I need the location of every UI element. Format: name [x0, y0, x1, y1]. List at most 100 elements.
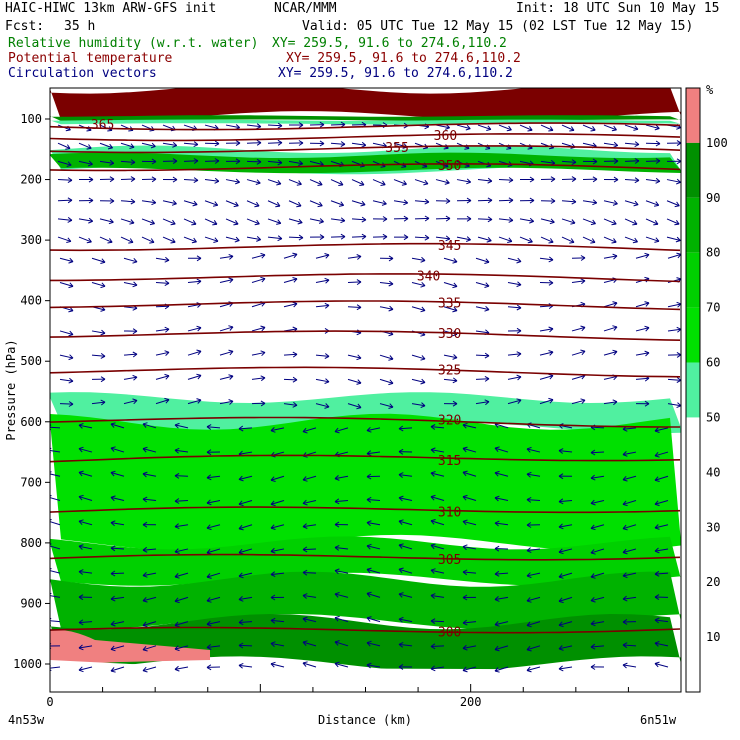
vector-arrow — [120, 142, 135, 149]
vector-arrow — [225, 200, 239, 208]
y-tick-label: 1000 — [13, 657, 42, 671]
vector-arrow — [347, 403, 362, 410]
vector-arrow — [393, 234, 409, 241]
vector-arrow — [78, 544, 93, 550]
vector-arrow — [59, 257, 74, 264]
vector-arrow — [666, 158, 681, 165]
vector-arrow — [398, 425, 413, 432]
vector-arrow — [347, 279, 362, 286]
vector-arrow — [494, 645, 509, 652]
vector-arrow — [50, 495, 61, 501]
vector-arrow — [398, 663, 413, 670]
vector-arrow — [204, 200, 219, 207]
vector-arrow — [50, 592, 61, 599]
vector-arrow — [526, 621, 541, 628]
vector-arrow — [302, 427, 317, 434]
vector-arrow — [78, 569, 93, 575]
vector-arrow — [622, 548, 637, 555]
forecast-hours: 35 h — [64, 19, 95, 34]
field-vector-name: Circulation vectors — [8, 66, 157, 81]
vector-arrow — [635, 252, 650, 259]
vector-arrow — [590, 596, 605, 603]
vector-arrow — [624, 236, 638, 244]
vector-arrow — [507, 398, 522, 405]
vector-arrow — [174, 523, 189, 530]
vector-arrow — [366, 591, 381, 598]
vector-arrow — [204, 177, 220, 184]
vector-arrow — [645, 140, 661, 147]
vector-arrow — [142, 496, 157, 503]
vector-arrow — [475, 352, 490, 359]
vector-arrow — [283, 301, 298, 308]
vector-arrow — [246, 218, 260, 226]
vector-arrow — [435, 235, 451, 242]
vector-arrow — [123, 328, 138, 335]
y-tick-label: 700 — [20, 475, 42, 489]
vector-arrow — [59, 282, 74, 289]
vector-arrow — [561, 176, 577, 183]
vector-arrow — [204, 158, 220, 164]
vector-arrow — [162, 176, 178, 183]
vector-arrow — [539, 326, 554, 333]
colorbar-tick-label: 100 — [706, 136, 728, 150]
vector-arrow — [519, 236, 533, 244]
vector-arrow — [330, 233, 346, 240]
vector-arrow — [78, 644, 93, 651]
vector-arrow — [251, 252, 266, 259]
theta-label: 325 — [438, 363, 461, 378]
vector-arrow — [590, 620, 605, 627]
vector-arrow — [398, 641, 413, 648]
vector-arrow — [267, 235, 283, 242]
vector-arrow — [110, 520, 125, 527]
colorbar-tick-label: 10 — [706, 630, 720, 644]
vector-arrow — [462, 619, 477, 626]
vector-arrow — [267, 179, 282, 186]
plot-area: 365 360 355 350 345 340 335 330 325 320 315 310 305 3… — [49, 87, 682, 693]
vector-arrow — [110, 620, 125, 627]
vector-arrow — [366, 426, 381, 433]
vector-arrow — [288, 234, 304, 241]
vector-arrow — [99, 198, 115, 204]
theta-label: 300 — [438, 626, 461, 641]
vector-arrow — [59, 330, 74, 337]
vector-arrow — [462, 494, 477, 501]
vector-arrow — [309, 218, 324, 224]
vector-arrow — [302, 569, 317, 576]
vector-arrow — [187, 325, 202, 332]
vector-arrow — [57, 142, 71, 150]
theta-isoline — [50, 133, 681, 142]
vector-arrow — [57, 177, 73, 184]
vector-arrow — [430, 543, 445, 550]
vector-arrow — [187, 349, 202, 356]
vector-arrow — [443, 377, 458, 384]
vector-arrow — [315, 277, 330, 284]
colorbar-tick-label: 20 — [706, 575, 720, 589]
vector-arrow — [582, 236, 596, 244]
vector-arrow — [315, 302, 330, 309]
theta-label: 345 — [438, 239, 461, 254]
vector-arrow — [334, 640, 349, 647]
colorbar-swatch — [686, 362, 700, 418]
vector-arrow — [603, 236, 617, 244]
rh-band — [50, 392, 681, 434]
vector-arrow — [267, 139, 283, 146]
vector-arrow — [78, 446, 93, 453]
vector-arrow — [624, 141, 640, 148]
vector-arrow — [540, 198, 556, 204]
vector-arrow — [141, 142, 156, 149]
vector-arrow — [654, 617, 669, 624]
vector-arrow — [603, 253, 618, 260]
vector-arrow — [622, 451, 637, 457]
vector-arrow — [635, 325, 650, 332]
theta-isolines: 365 360 355 350 345 340 335 330 325 320 315 310 305 3… — [50, 118, 681, 641]
vector-arrow — [123, 374, 138, 381]
vector-arrow — [50, 543, 61, 550]
vector-arrow — [110, 495, 125, 502]
vector-arrow — [494, 570, 509, 577]
vector-arrow — [283, 277, 298, 283]
x-start-location: 4n53w — [8, 713, 45, 727]
vector-arrow — [477, 177, 493, 184]
vector-arrow — [238, 475, 253, 482]
vector-arrow — [654, 524, 669, 530]
vector-arrow — [334, 568, 349, 575]
